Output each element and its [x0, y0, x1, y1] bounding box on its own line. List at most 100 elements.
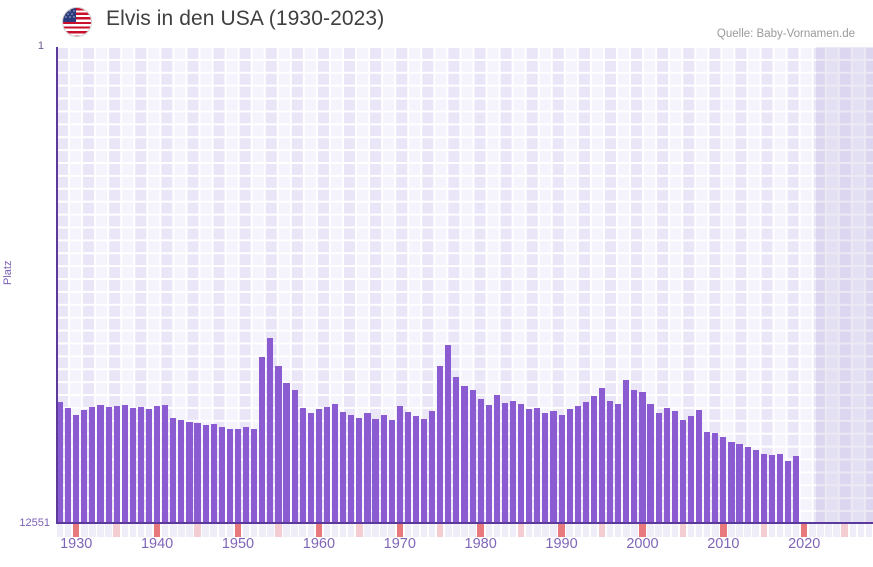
bar[interactable]	[623, 380, 630, 523]
bar[interactable]	[671, 411, 678, 523]
bar[interactable]	[574, 405, 581, 523]
bar[interactable]	[340, 412, 347, 523]
bar[interactable]	[768, 454, 775, 523]
bar[interactable]	[663, 408, 670, 523]
bar[interactable]	[81, 409, 88, 523]
bar[interactable]	[639, 392, 646, 523]
bar[interactable]	[186, 422, 193, 523]
bar[interactable]	[202, 424, 209, 523]
bar[interactable]	[453, 376, 460, 523]
bar[interactable]	[655, 413, 662, 523]
bar[interactable]	[121, 404, 128, 523]
bar[interactable]	[501, 402, 508, 523]
bar[interactable]	[356, 417, 363, 523]
bar[interactable]	[307, 413, 314, 523]
bar[interactable]	[728, 442, 735, 523]
x-tick-cell	[356, 524, 363, 537]
x-tick-cell	[671, 524, 679, 537]
bar[interactable]	[218, 427, 225, 523]
bar[interactable]	[154, 405, 161, 523]
bar[interactable]	[380, 414, 387, 523]
bar[interactable]	[420, 419, 428, 523]
bar[interactable]	[259, 357, 266, 523]
bar[interactable]	[129, 408, 136, 523]
bar[interactable]	[145, 409, 153, 523]
bar[interactable]	[170, 417, 177, 523]
bar[interactable]	[97, 405, 104, 523]
bar[interactable]	[105, 407, 112, 523]
bar[interactable]	[445, 345, 452, 523]
bar[interactable]	[793, 455, 800, 523]
bar[interactable]	[348, 415, 355, 523]
bar[interactable]	[178, 419, 185, 523]
bar[interactable]	[590, 395, 597, 523]
bar[interactable]	[534, 408, 541, 523]
bar[interactable]	[469, 390, 476, 523]
bar[interactable]	[396, 405, 403, 523]
bar[interactable]	[113, 405, 120, 523]
bar[interactable]	[275, 366, 282, 523]
bar[interactable]	[323, 407, 331, 523]
bar[interactable]	[485, 405, 492, 523]
bar[interactable]	[776, 454, 784, 523]
bar[interactable]	[372, 419, 379, 523]
bar[interactable]	[752, 449, 759, 523]
bar[interactable]	[251, 428, 258, 523]
bar[interactable]	[598, 388, 606, 523]
bar[interactable]	[291, 390, 298, 523]
x-tick-cell	[275, 524, 282, 537]
bar[interactable]	[712, 433, 719, 523]
bar[interactable]	[364, 413, 371, 523]
bar[interactable]	[518, 403, 525, 523]
bar[interactable]	[607, 401, 614, 523]
bar[interactable]	[404, 412, 411, 523]
bar[interactable]	[194, 423, 201, 523]
bar[interactable]	[315, 409, 322, 523]
bar[interactable]	[736, 443, 743, 523]
bar[interactable]	[558, 414, 565, 523]
bar[interactable]	[437, 366, 444, 523]
bar[interactable]	[65, 407, 72, 523]
bar[interactable]	[332, 403, 339, 523]
bar[interactable]	[582, 402, 589, 523]
bar[interactable]	[631, 390, 638, 523]
bar[interactable]	[210, 423, 217, 523]
bar[interactable]	[412, 415, 420, 523]
x-tick-cell	[404, 524, 412, 537]
bar[interactable]	[704, 431, 711, 523]
bar[interactable]	[477, 399, 484, 523]
bar[interactable]	[784, 461, 792, 523]
x-tick-cell	[445, 524, 452, 537]
bar[interactable]	[760, 453, 767, 523]
bar[interactable]	[243, 426, 250, 523]
x-tick-cell	[420, 524, 428, 537]
x-tick-cell	[542, 524, 549, 537]
bar[interactable]	[299, 408, 306, 523]
bar[interactable]	[461, 386, 468, 523]
bar[interactable]	[509, 401, 517, 523]
bar[interactable]	[687, 415, 695, 523]
bar[interactable]	[226, 428, 233, 523]
bar[interactable]	[283, 382, 290, 523]
bar[interactable]	[388, 419, 395, 523]
bar[interactable]	[526, 409, 533, 523]
x-tick-cell	[744, 524, 751, 537]
bar[interactable]	[137, 407, 144, 523]
bar[interactable]	[615, 404, 622, 523]
bar[interactable]	[679, 419, 686, 523]
bar[interactable]	[73, 414, 80, 523]
bar[interactable]	[493, 395, 500, 523]
bar[interactable]	[162, 404, 169, 523]
bar[interactable]	[744, 447, 751, 523]
bar[interactable]	[550, 410, 557, 523]
bar[interactable]	[56, 402, 64, 523]
bar[interactable]	[542, 413, 549, 523]
bar[interactable]	[696, 409, 703, 523]
bar[interactable]	[429, 410, 436, 523]
bar[interactable]	[647, 404, 654, 523]
bar[interactable]	[720, 437, 727, 523]
bar[interactable]	[89, 406, 96, 523]
bar[interactable]	[234, 429, 242, 523]
bar[interactable]	[566, 408, 573, 523]
bar[interactable]	[267, 337, 274, 523]
